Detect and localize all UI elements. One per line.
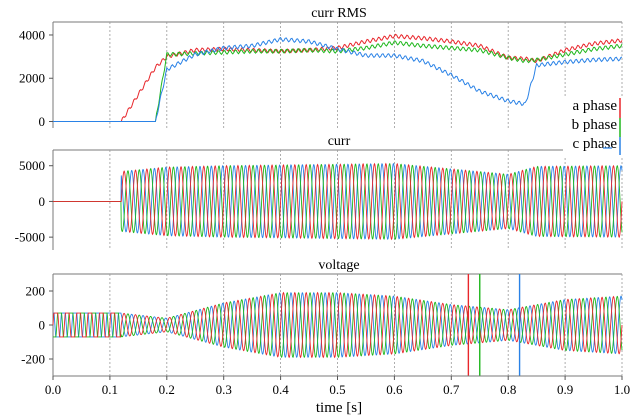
x-tick-label: 0.2 — [159, 382, 175, 397]
x-tick-label: 0.9 — [557, 382, 573, 397]
series-group — [52, 274, 623, 376]
series-group — [53, 162, 623, 241]
series-line-a — [52, 291, 623, 359]
y-tick-label: 0 — [39, 318, 46, 333]
y-ticks: 0 2000 4000 — [19, 27, 53, 129]
series-line-c — [53, 292, 623, 358]
legend-entry-b: b phase — [572, 117, 618, 133]
series-line-c — [53, 36, 623, 123]
y-ticks: -200 0 200 — [21, 284, 53, 367]
y-tick-label: 4000 — [19, 27, 45, 42]
x-tick-label: 0.1 — [102, 382, 118, 397]
x-tick-label: 0.4 — [272, 382, 289, 397]
panel-title: voltage — [318, 258, 359, 273]
x-axis: 0.0 0.1 0.2 0.3 0.4 0.5 0.6 0.7 0.8 0.9 1.0 — [45, 375, 630, 397]
series-group — [53, 33, 623, 123]
series-line-b — [53, 162, 623, 240]
x-tick-label: 0.8 — [500, 382, 516, 397]
x-tick-label: 0.3 — [216, 382, 232, 397]
grid-lines — [52, 22, 623, 128]
x-axis-label: time [s] — [316, 400, 362, 416]
series-line-b — [53, 40, 623, 123]
legend: a phase b phase c phase — [563, 96, 625, 156]
y-tick-label: 0 — [39, 194, 46, 209]
x-tick-label: 1.0 — [614, 382, 630, 397]
legend-background — [563, 96, 625, 156]
y-tick-label: -200 — [21, 352, 45, 367]
legend-entry-a: a phase — [572, 98, 617, 114]
x-tick-label: 0.7 — [443, 382, 460, 397]
y-tick-label: -5000 — [15, 230, 45, 245]
panel-curr-rms: curr RMS 0 2000 4000 — [19, 6, 623, 129]
panel-title: curr RMS — [311, 6, 367, 21]
panel-curr: curr -5000 0 5000 — [15, 134, 623, 250]
legend-entry-c: c phase — [572, 136, 617, 152]
y-tick-label: 5000 — [19, 158, 45, 173]
series-line-c — [53, 162, 623, 240]
y-tick-label: 0 — [39, 114, 46, 129]
panel-voltage: voltage -200 0 200 — [21, 258, 623, 376]
y-ticks: -5000 0 5000 — [15, 158, 53, 245]
x-tick-label: 0.5 — [329, 382, 345, 397]
series-line-b — [53, 292, 623, 358]
y-tick-label: 2000 — [19, 71, 45, 86]
x-tick-label: 0.0 — [45, 382, 61, 397]
y-tick-label: 200 — [26, 284, 46, 299]
x-tick-label: 0.6 — [386, 382, 403, 397]
panel-title: curr — [328, 134, 351, 149]
series-line-a — [53, 162, 623, 241]
